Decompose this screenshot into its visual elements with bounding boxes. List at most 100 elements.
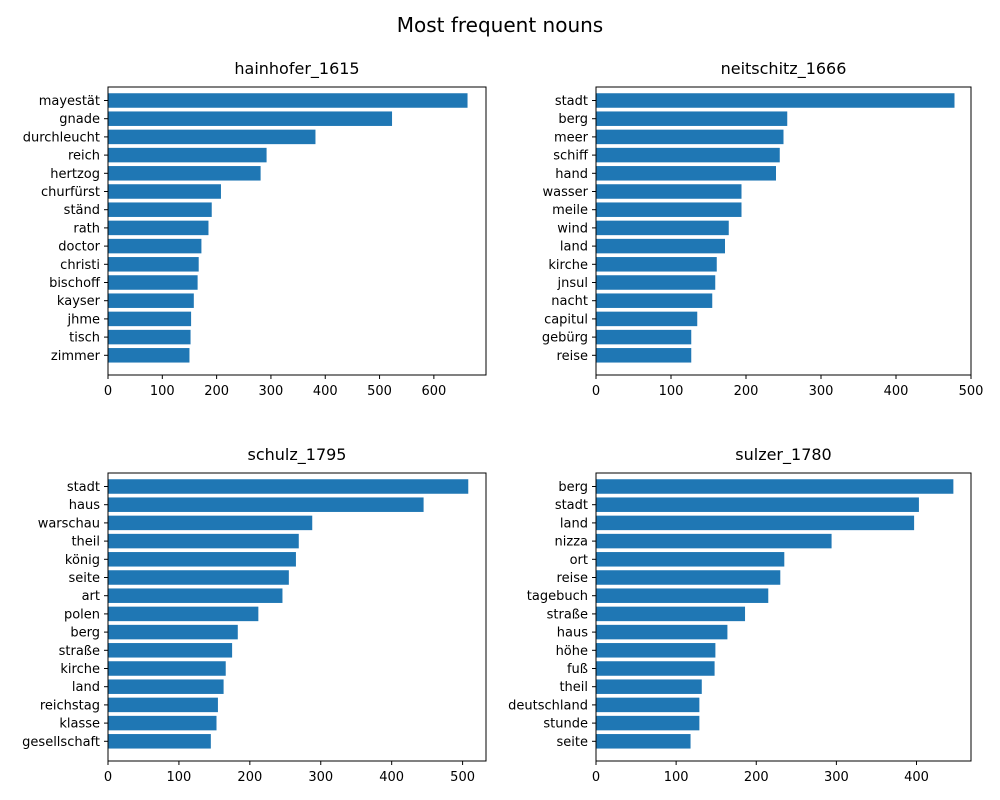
bar-kayser [108,293,194,308]
bar-ständ [108,202,212,217]
y-tick-label: meer [554,130,589,145]
bar-land [108,679,224,694]
y-tick-label: reise [557,571,588,586]
y-tick-label: höhe [556,644,588,659]
bar-schiff [596,147,780,163]
bar-gnade [108,111,393,126]
bar-stadt [596,93,955,108]
x-tick-label: 100 [659,384,684,399]
axes-frame [107,86,487,376]
bar-wind [596,220,729,236]
bar-capitul [596,311,698,327]
bar-bischoff [108,275,198,290]
y-tick-label: wind [557,221,588,236]
x-tick-label: 400 [379,770,404,785]
y-tick-label: durchleucht [23,130,100,145]
x-tick-label: 300 [824,770,849,785]
y-tick-label: kayser [57,294,101,309]
y-tick-label: fuß [567,662,588,677]
bar-kirche [108,661,226,676]
x-tick-label: 300 [308,770,333,785]
x-tick-label: 100 [167,770,192,785]
y-tick-label: hand [555,167,588,182]
x-tick-label: 300 [809,384,834,399]
chart-panels: hainhofer_1615 mayestät gnade durchleucht re… [22,59,983,785]
y-tick-label: doctor [58,240,100,255]
y-tick-label: stunde [543,717,588,732]
bar-reich [108,147,267,163]
y-tick-label: meile [552,203,588,218]
bar-nacht [596,293,713,308]
y-tick-label: theil [559,680,588,695]
bar-gesellschaft [108,734,211,749]
x-tick-label: 500 [450,770,475,785]
y-tick-label: theil [71,535,100,550]
y-tick-label: art [82,589,100,604]
y-tick-label: haus [557,626,588,641]
y-tick-label: rath [73,221,100,236]
bar-rath [108,220,209,236]
bar-berg [596,479,954,494]
y-tick-label: ort [570,553,588,568]
y-tick-label: gesellschaft [22,735,100,750]
bar-durchleucht [108,129,316,145]
y-tick-label: capitul [544,312,588,327]
bar-zimmer [108,348,190,363]
bar-christi [108,257,199,272]
x-tick-label: 200 [237,770,262,785]
bar-warschau [108,515,313,531]
bar-jhme [108,311,192,327]
y-tick-label: deutschland [508,698,588,713]
bar-reichstag [108,697,218,713]
bar-straße [108,643,233,658]
bar-polen [108,606,259,622]
bar-hertzog [108,166,261,181]
bar-meile [596,202,742,217]
y-tick-label: klasse [59,717,100,732]
y-tick-label: jhme [66,312,100,327]
x-tick-label: 400 [313,384,338,399]
bar-nizza [596,533,832,549]
axes-frame [595,86,972,376]
bar-reise [596,348,692,363]
bar-land [596,515,915,531]
y-tick-label: tagebuch [527,589,588,604]
x-tick-label: 0 [592,384,600,399]
y-tick-label: zimmer [51,349,101,364]
bar-kirche [596,257,717,272]
bar-stadt [596,497,919,512]
y-tick-label: hertzog [50,167,100,182]
panel-title: hainhofer_1615 [234,59,359,79]
x-tick-label: 400 [904,770,929,785]
bar-meer [596,129,784,145]
bar-fuß [596,661,715,676]
y-tick-label: straße [59,644,100,659]
y-tick-label: kirche [60,662,100,677]
bar-stadt [108,479,469,494]
y-tick-label: mayestät [39,94,100,109]
x-tick-label: 400 [884,384,909,399]
bar-churfürst [108,184,221,199]
bar-hand [596,166,776,181]
bar-wasser [596,184,742,199]
y-tick-label: land [560,240,588,255]
y-tick-label: jnsul [557,276,588,291]
bar-land [596,238,725,254]
y-tick-label: nacht [551,294,588,309]
bar-könig [108,552,296,567]
y-tick-label: reich [68,149,100,164]
bar-deutschland [596,697,700,713]
bar-haus [596,624,728,640]
bar-ort [596,552,785,567]
bar-haus [108,497,424,512]
panel-title: sulzer_1780 [735,445,831,465]
y-tick-label: haus [69,498,100,513]
x-tick-label: 300 [259,384,284,399]
y-tick-label: straße [547,607,588,622]
x-tick-label: 600 [421,384,446,399]
y-tick-label: berg [70,626,100,641]
